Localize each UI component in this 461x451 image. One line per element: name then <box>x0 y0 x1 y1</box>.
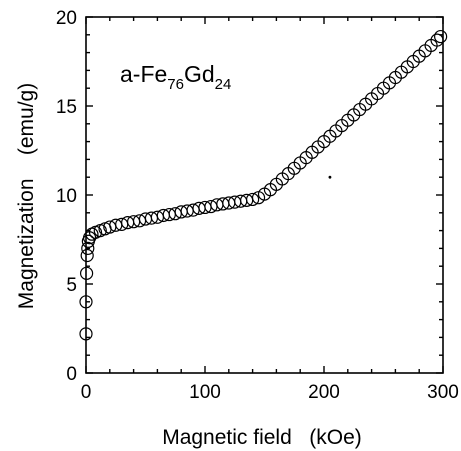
data-point <box>430 33 444 47</box>
data-point <box>434 29 448 44</box>
y-tick-label: 5 <box>66 275 77 296</box>
data-point <box>79 266 94 280</box>
x-tick-label: 100 <box>189 382 221 403</box>
data-point <box>81 241 95 255</box>
x-axis-label: Magnetic field (kOe) <box>162 426 362 449</box>
y-tick-label: 10 <box>56 186 77 207</box>
x-tick-label: 200 <box>308 382 340 403</box>
y-tick-label: 0 <box>66 364 77 385</box>
y-tick-label: 15 <box>56 97 77 118</box>
axis-ticks <box>85 16 444 374</box>
data-points <box>79 29 448 341</box>
data-point <box>80 248 94 263</box>
data-point <box>79 327 93 341</box>
x-tick-label: 0 <box>81 382 92 403</box>
y-axis-label: Magnetization (emu/g) <box>15 83 38 309</box>
data-point <box>79 295 93 309</box>
data-point <box>246 192 260 207</box>
stray-dot <box>328 175 332 179</box>
sample-annotation: a-Fe76Gd24 <box>120 61 231 93</box>
tick-labels: 0 100 200 300 0 5 10 15 20 <box>56 8 459 403</box>
x-tick-label: 300 <box>427 382 459 403</box>
y-tick-label: 20 <box>56 8 77 29</box>
